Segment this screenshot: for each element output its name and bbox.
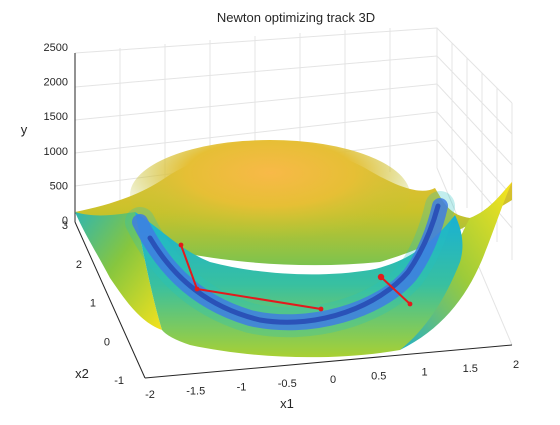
x1-tick-label: 1.5: [463, 363, 478, 375]
track-point: [194, 286, 200, 292]
x1-tick-label: -2: [145, 389, 155, 401]
x1-tick-label: -1: [237, 382, 247, 394]
z-axis-label: y: [21, 122, 28, 137]
grid-line: [74, 55, 513, 135]
z-tick-label: 2000: [44, 77, 68, 89]
x2-tick-label: 0: [104, 336, 110, 348]
track-group: [178, 242, 413, 312]
x1-tick-label: 2: [513, 359, 519, 371]
x1-axis-label: x1: [280, 396, 294, 411]
x2-axis-line: [74, 221, 146, 379]
track-point: [377, 273, 385, 281]
track-point: [407, 301, 413, 307]
surface-front-basin: [135, 212, 463, 358]
surface-left-slope: [75, 212, 162, 330]
track-point: [318, 306, 324, 312]
x2-tick-label: 1: [90, 298, 96, 310]
track-point: [178, 242, 184, 248]
axes-group: 0 500 1000 1500 2000 2500 -1 0 1 2 3 -2 -1.5 -1 -0.5…: [44, 27, 519, 401]
x2-axis-label: x2: [75, 366, 89, 381]
x2-tick-label: 2: [76, 259, 82, 271]
z-tick-label: 0: [62, 215, 68, 227]
x1-tick-label: 0.5: [371, 370, 386, 382]
x1-tick-label: 0: [330, 374, 336, 386]
z-tick-label: 1000: [44, 146, 68, 158]
surface: [75, 140, 512, 358]
grid-line: [74, 83, 513, 166]
z-tick-label: 2500: [44, 42, 68, 54]
grid-line: [74, 27, 513, 104]
valley-core: [147, 203, 441, 325]
x2-tick-label: 3: [62, 220, 68, 232]
grid-line: [74, 111, 513, 197]
x1-tick-label: 1: [421, 367, 427, 379]
track-line: [380, 276, 411, 305]
x2-tick-label: -1: [114, 375, 124, 387]
valley-halo: [125, 191, 455, 338]
z-tick-label: 500: [50, 180, 68, 192]
z-tick-label: 1500: [44, 111, 68, 123]
x1-tick-label: -0.5: [278, 378, 297, 390]
surface-hill-highlight: [130, 140, 410, 250]
x1-tick-label: -1.5: [186, 385, 205, 397]
chart-title: Newton optimizing track 3D: [217, 10, 375, 25]
x1-axis-line: [144, 344, 513, 379]
